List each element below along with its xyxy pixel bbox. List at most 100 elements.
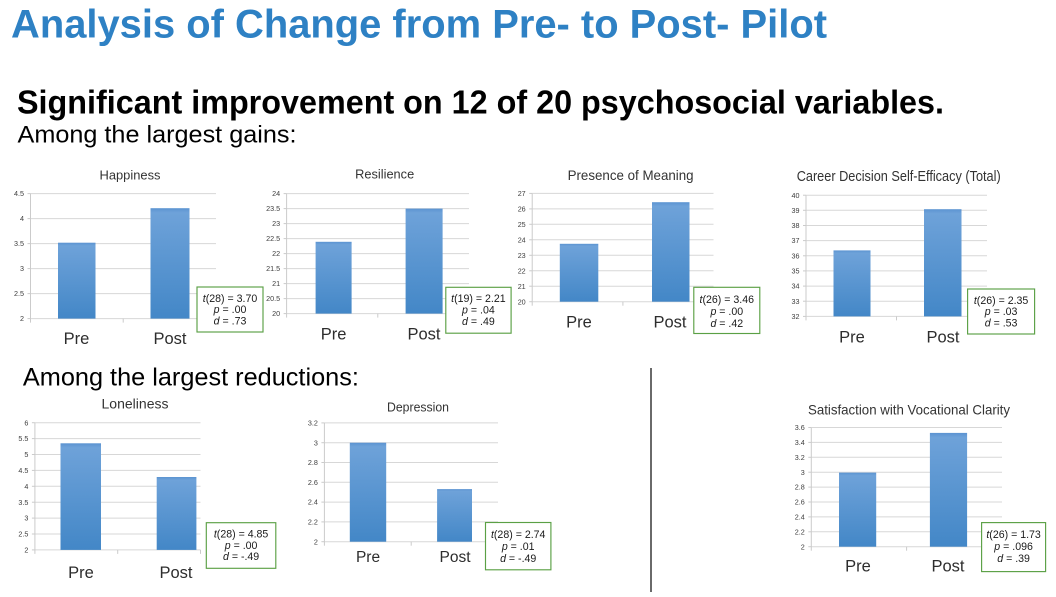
svg-text:Pre: Pre [845,558,871,576]
svg-text:t(28) = 2.74: t(28) = 2.74 [491,529,546,541]
svg-text:t(28) = 4.85: t(28) = 4.85 [214,529,269,541]
svg-text:Loneliness: Loneliness [102,397,169,412]
svg-text:Resilience: Resilience [355,168,414,182]
svg-text:25: 25 [518,220,526,229]
svg-text:Post: Post [653,314,686,332]
svg-text:36: 36 [792,251,800,260]
svg-text:21.5: 21.5 [266,264,280,273]
svg-text:2: 2 [314,537,318,546]
svg-text:23.5: 23.5 [266,204,280,213]
svg-text:3: 3 [24,514,28,523]
svg-text:34: 34 [792,282,800,291]
svg-text:2.8: 2.8 [308,458,318,467]
svg-text:Post: Post [153,330,186,348]
svg-text:d = .73: d = .73 [214,316,247,328]
svg-text:35: 35 [792,267,800,276]
svg-text:Depression: Depression [387,400,449,415]
svg-text:26: 26 [518,205,526,214]
svg-text:37: 37 [792,236,800,245]
svg-text:Post: Post [931,558,964,576]
svg-text:p = .00: p = .00 [709,306,743,318]
svg-text:t(26) = 3.46: t(26) = 3.46 [700,294,755,306]
svg-text:2.5: 2.5 [18,530,28,539]
svg-text:Post: Post [407,326,440,344]
svg-text:5: 5 [24,450,28,459]
svg-text:6: 6 [24,418,28,427]
svg-text:p = .03: p = .03 [984,306,1018,318]
svg-text:32: 32 [792,312,800,321]
svg-text:p = .00: p = .00 [224,540,258,552]
svg-text:3: 3 [20,264,24,273]
svg-text:38: 38 [792,221,800,230]
svg-text:3.5: 3.5 [14,239,24,248]
svg-text:22.5: 22.5 [266,234,280,243]
svg-text:3.4: 3.4 [795,438,805,447]
svg-text:4: 4 [20,214,24,223]
svg-text:p = .01: p = .01 [501,541,535,553]
svg-text:23: 23 [518,251,526,260]
svg-text:3.2: 3.2 [795,453,805,462]
svg-text:2.4: 2.4 [308,498,318,507]
svg-text:d = .53: d = .53 [985,318,1018,330]
svg-text:20.5: 20.5 [266,294,280,303]
svg-text:2.6: 2.6 [308,478,318,487]
svg-text:Analysis of Change from Pre- t: Analysis of Change from Pre- to Post- Pi… [11,3,827,47]
svg-text:27: 27 [518,189,526,198]
svg-text:Among the largest gains:: Among the largest gains: [18,121,297,148]
svg-text:2.5: 2.5 [14,289,24,298]
svg-text:Significant improvement on 12: Significant improvement on 12 of 20 psyc… [17,84,944,121]
svg-text:t(26) = 2.35: t(26) = 2.35 [974,295,1029,307]
svg-text:Pre: Pre [839,328,865,346]
svg-text:2: 2 [20,314,24,323]
svg-text:21: 21 [518,282,526,291]
svg-text:d = .39: d = .39 [997,553,1030,565]
svg-text:3.2: 3.2 [308,419,318,428]
svg-text:p = .04: p = .04 [461,304,495,316]
svg-text:Happiness: Happiness [100,169,161,183]
svg-text:t(28) = 3.70: t(28) = 3.70 [203,293,258,305]
svg-text:24: 24 [518,235,526,244]
svg-text:t(19) = 2.21: t(19) = 2.21 [451,293,506,305]
svg-text:Post: Post [439,549,471,566]
svg-text:d = -.49: d = -.49 [223,551,259,563]
svg-text:Pre: Pre [68,564,94,582]
svg-text:4.5: 4.5 [18,466,28,475]
svg-text:t(26) = 1.73: t(26) = 1.73 [986,529,1041,541]
svg-text:2: 2 [24,546,28,555]
svg-text:Pre: Pre [64,330,90,348]
svg-text:Pre: Pre [356,549,380,566]
svg-text:22: 22 [518,266,526,275]
svg-text:20: 20 [272,309,280,318]
svg-text:Career Decision Self-Efficacy: Career Decision Self-Efficacy (Total) [797,169,1001,185]
svg-text:Pre: Pre [321,326,347,344]
svg-text:23: 23 [272,219,280,228]
svg-text:2.4: 2.4 [795,513,805,522]
svg-text:40: 40 [792,191,800,200]
svg-text:39: 39 [792,206,800,215]
svg-text:Post: Post [926,328,959,346]
svg-text:3.5: 3.5 [18,498,28,507]
svg-text:d = -.49: d = -.49 [500,553,536,565]
svg-text:5.5: 5.5 [18,434,28,443]
svg-text:Presence of Meaning: Presence of Meaning [568,168,694,183]
svg-text:2.6: 2.6 [795,498,805,507]
svg-text:3: 3 [801,468,805,477]
svg-text:4: 4 [24,482,28,491]
svg-text:d = .49: d = .49 [462,316,495,328]
svg-text:21: 21 [272,279,280,288]
svg-text:22: 22 [272,249,280,258]
svg-text:33: 33 [792,297,800,306]
svg-text:Pre: Pre [566,314,592,332]
svg-text:2.2: 2.2 [795,527,805,536]
svg-text:Among the largest reductions:: Among the largest reductions: [23,364,359,392]
svg-text:Satisfaction with Vocational C: Satisfaction with Vocational Clarity [808,403,1010,418]
svg-text:4.5: 4.5 [14,189,24,198]
svg-text:p = .096: p = .096 [993,541,1033,553]
svg-text:3.6: 3.6 [795,423,805,432]
svg-text:24: 24 [272,189,280,198]
svg-text:p = .00: p = .00 [213,304,247,316]
svg-text:20: 20 [518,297,526,306]
svg-text:d = .42: d = .42 [710,318,743,330]
svg-text:2: 2 [801,542,805,551]
svg-text:2.2: 2.2 [308,518,318,527]
